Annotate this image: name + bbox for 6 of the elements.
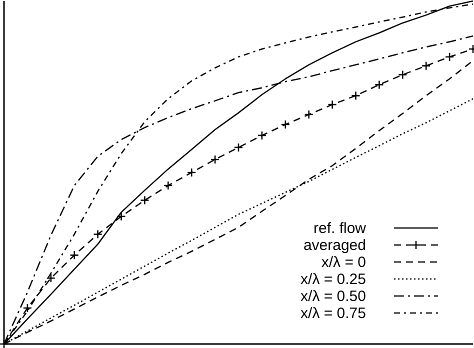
legend-label: ref. flow	[313, 220, 366, 237]
legend-label: x/λ = 0.50	[300, 288, 366, 305]
legend-label: averaged	[303, 237, 366, 254]
legend-label: x/λ = 0.75	[300, 305, 366, 322]
legend-label: x/λ = 0.25	[300, 271, 366, 288]
legend-label: x/λ = 0	[321, 254, 366, 271]
